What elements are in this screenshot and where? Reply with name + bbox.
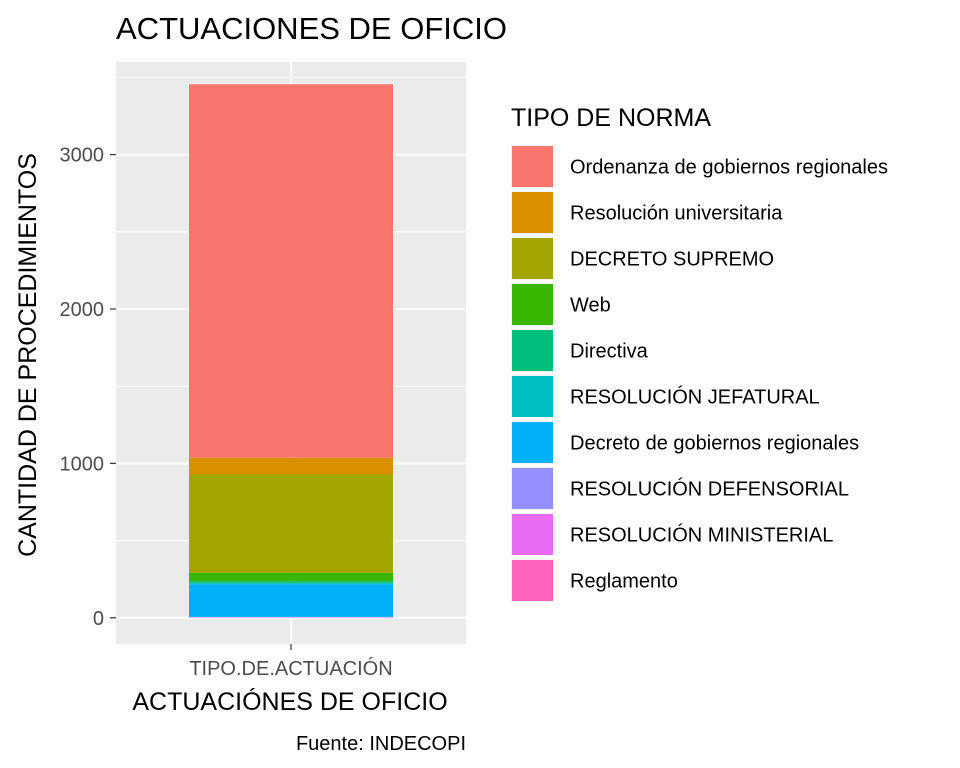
legend-key-1 — [512, 146, 553, 187]
legend-key-4 — [512, 284, 553, 325]
legend-key-5 — [512, 330, 553, 371]
legend-label-8: RESOLUCIÓN DEFENSORIAL — [570, 478, 849, 501]
y-tick-label: 3000 — [60, 145, 105, 167]
legend-title: TIPO DE NORMA — [511, 104, 711, 132]
bar-segment-1 — [189, 84, 393, 458]
bar-segment-3 — [189, 474, 393, 573]
bar-segment-5 — [189, 581, 393, 583]
legend-key-2 — [512, 192, 553, 233]
legend-label-7: Decreto de gobiernos regionales — [570, 433, 859, 455]
legend-label-2: Resolución universitaria — [570, 203, 783, 225]
legend-key-7 — [512, 422, 553, 463]
bar-segment-4 — [189, 573, 393, 581]
bar-segment-2 — [189, 458, 393, 474]
bar-segment-7 — [189, 584, 393, 616]
bar-stack — [189, 84, 393, 618]
legend-label-5: Directiva — [570, 341, 649, 363]
x-axis: TIPO.DE.ACTUACIÓN — [189, 644, 392, 680]
legend-label-1: Ordenanza de gobiernos regionales — [570, 157, 888, 179]
legend-label-3: DECRETO SUPREMO — [570, 249, 774, 271]
chart-title: ACTUACIONES DE OFICIO — [116, 11, 507, 46]
legend-key-10 — [512, 560, 553, 601]
y-tick-label: 0 — [93, 608, 104, 630]
caption: Fuente: INDECOPI — [296, 733, 466, 755]
y-tick-label: 1000 — [60, 453, 105, 475]
legend-key-3 — [512, 238, 553, 279]
x-axis-title: ACTUACIÓNES DE OFICIO — [132, 687, 447, 716]
y-tick-label: 2000 — [60, 299, 105, 321]
legend-key-6 — [512, 376, 553, 417]
legend-label-4: Web — [570, 295, 611, 317]
legend-key-9 — [512, 514, 553, 555]
legend-label-9: RESOLUCIÓN MINISTERIAL — [570, 524, 833, 547]
bar-segment-6 — [189, 583, 393, 584]
y-axis-title: CANTIDAD DE PROCEDIMIENTOS — [14, 153, 42, 557]
legend-label-6: RESOLUCIÓN JEFATURAL — [570, 386, 820, 409]
x-tick-label: TIPO.DE.ACTUACIÓN — [189, 657, 392, 680]
y-axis: 0 1000 2000 3000 — [60, 145, 117, 630]
legend-key-8 — [512, 468, 553, 509]
legend-label-10: Reglamento — [570, 571, 678, 593]
legend: TIPO DE NORMA Ordenanza de gobiernos reg… — [511, 104, 888, 602]
